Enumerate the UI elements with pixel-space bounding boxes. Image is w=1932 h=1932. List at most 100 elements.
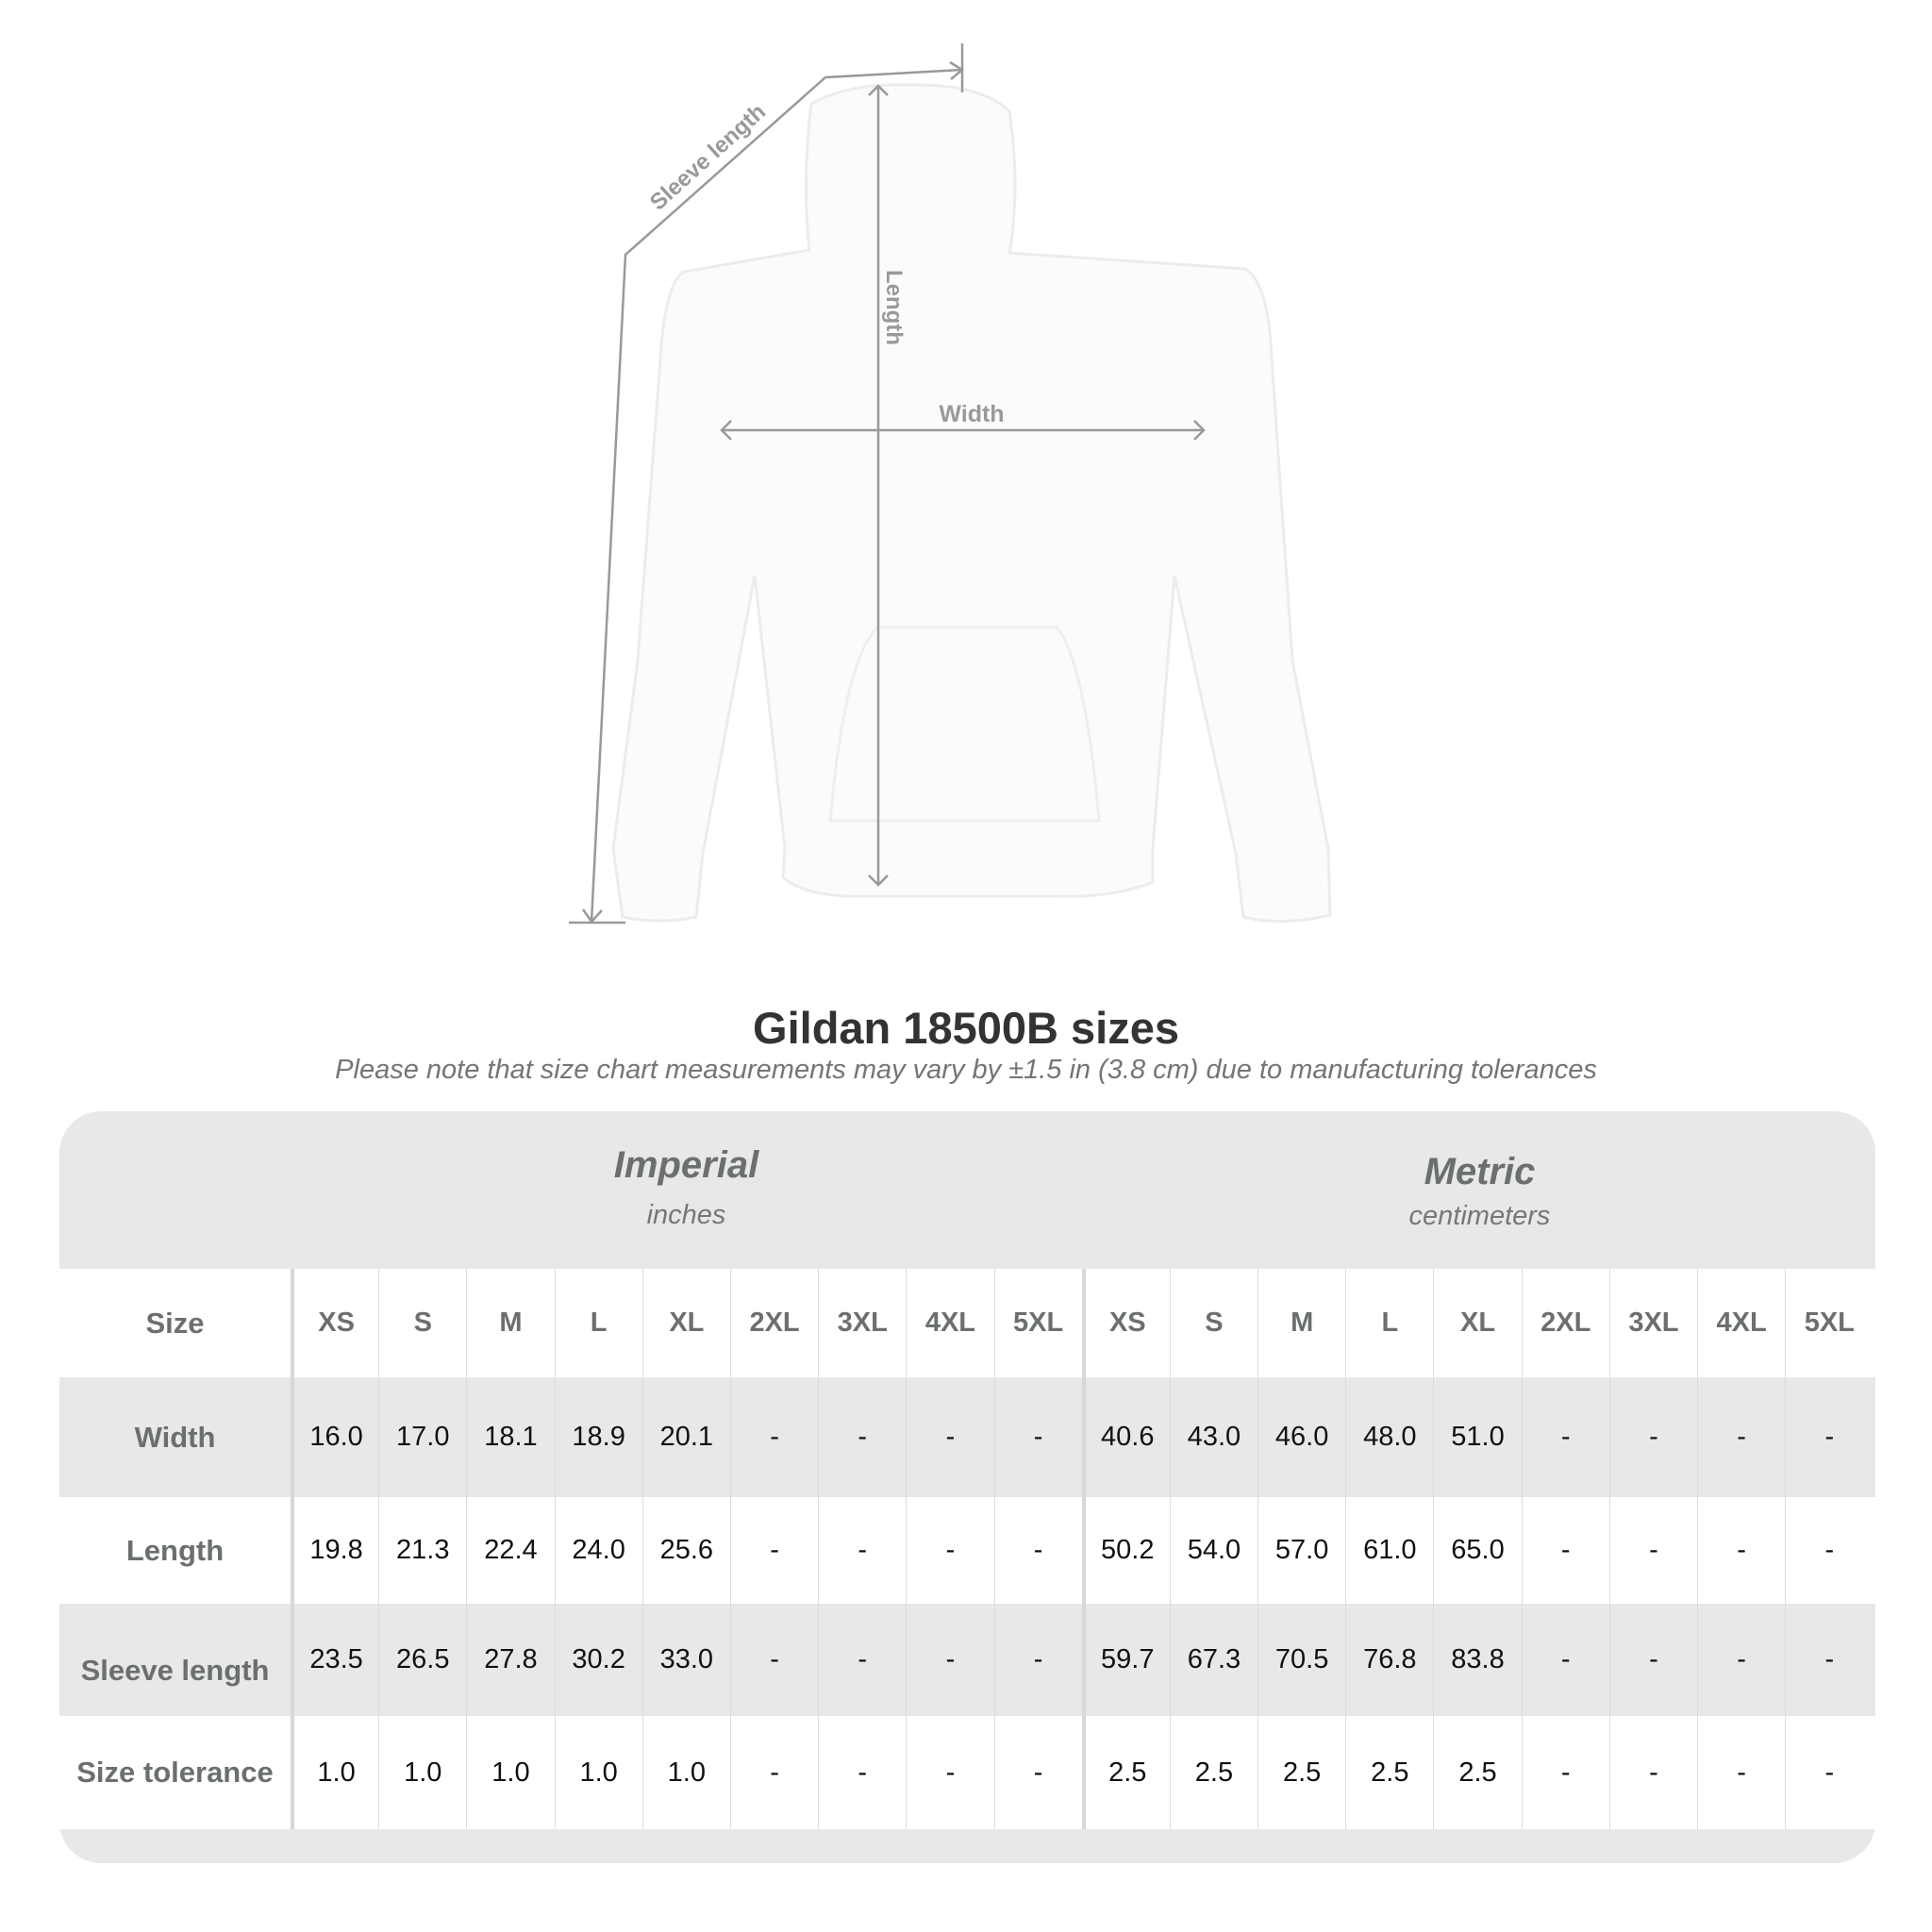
- arrow-head-icon: [868, 874, 889, 887]
- value-cell: -: [906, 1716, 993, 1829]
- imperial-title: Imperial: [613, 1144, 759, 1186]
- value-cell: -: [729, 1497, 818, 1604]
- value-cell: -: [1608, 1497, 1697, 1604]
- value-cell: 1.0: [466, 1716, 554, 1829]
- value-cell: 22.4: [466, 1497, 554, 1604]
- size-header-cell: XL: [1433, 1269, 1521, 1377]
- imperial-unit: inches: [646, 1200, 726, 1230]
- arrow-head-icon: [581, 908, 603, 924]
- hoodie-pocket: [828, 625, 1101, 823]
- size-header-row: Size XS S M L XL 2XL 3XL 4XL 5XL XS S M L XL 2XL 3XL 4XL 5…: [59, 1269, 1875, 1377]
- value-cell: 26.5: [378, 1604, 466, 1716]
- value-cell: -: [1785, 1377, 1873, 1497]
- value-cell: -: [993, 1497, 1082, 1604]
- value-cell: 18.9: [554, 1377, 642, 1497]
- value-cell: 1.0: [641, 1716, 730, 1829]
- value-cell: 2.5: [1169, 1716, 1257, 1829]
- tolerance-note: Please note that size chart measurements…: [335, 1055, 1597, 1085]
- value-cell: 24.0: [554, 1497, 642, 1604]
- page-title: Gildan 18500B sizes: [753, 1003, 1179, 1053]
- row-label: Sleeve length: [80, 1654, 270, 1687]
- value-cell: -: [818, 1604, 906, 1716]
- value-cell: 48.0: [1345, 1377, 1433, 1497]
- size-header-cell: S: [1169, 1269, 1257, 1377]
- value-cell: -: [1697, 1716, 1785, 1829]
- value-cell: 43.0: [1169, 1377, 1257, 1497]
- size-header-cell: 5XL: [1785, 1269, 1873, 1377]
- imperial-header: Imperial inches: [291, 1144, 1082, 1231]
- arrow-head-icon: [868, 84, 889, 96]
- value-cell: 2.5: [1345, 1716, 1433, 1829]
- size-header-cell: L: [1345, 1269, 1433, 1377]
- value-cell: -: [1608, 1377, 1697, 1497]
- value-cell: 70.5: [1257, 1604, 1345, 1716]
- value-cell: 61.0: [1345, 1497, 1433, 1604]
- value-cell: 1.0: [291, 1716, 378, 1829]
- value-cell: -: [818, 1716, 906, 1829]
- value-cell: -: [993, 1604, 1082, 1716]
- value-cell: -: [906, 1604, 993, 1716]
- size-header-cell: 5XL: [993, 1269, 1082, 1377]
- value-cell: -: [1697, 1377, 1785, 1497]
- value-cell: 18.1: [466, 1377, 554, 1497]
- size-header-cell: M: [1257, 1269, 1345, 1377]
- value-cell: 2.5: [1081, 1716, 1170, 1829]
- value-cell: -: [1608, 1604, 1697, 1716]
- size-header-cell: 3XL: [1608, 1269, 1697, 1377]
- size-header-cell: S: [378, 1269, 466, 1377]
- row-label: Size tolerance: [76, 1756, 274, 1789]
- value-cell: -: [1521, 1377, 1609, 1497]
- value-cell: 46.0: [1257, 1377, 1345, 1497]
- value-cell: 65.0: [1433, 1497, 1521, 1604]
- arrow-head-icon: [949, 60, 965, 80]
- value-cell: 20.1: [641, 1377, 730, 1497]
- length-label: Length: [881, 270, 907, 345]
- value-cell: -: [993, 1377, 1082, 1497]
- value-cell: -: [1521, 1497, 1609, 1604]
- value-cell: 19.8: [291, 1497, 378, 1604]
- sleeve-length-label: Sleeve length: [645, 99, 771, 216]
- value-cell: 23.5: [291, 1604, 378, 1716]
- value-cell: -: [729, 1716, 818, 1829]
- value-cell: -: [1608, 1716, 1697, 1829]
- size-header-cell: 2XL: [1521, 1269, 1609, 1377]
- row-label: Length: [125, 1533, 225, 1567]
- value-cell: 51.0: [1433, 1377, 1521, 1497]
- table-row: Sleeve length 23.5 26.5 27.8 30.2 33.0- - - -59.…: [59, 1604, 1875, 1716]
- table-row: Length 19.8 21.3 22.4 24.0 25.6- - - -50.2 54.0 57…: [59, 1497, 1875, 1604]
- value-cell: -: [1697, 1604, 1785, 1716]
- table-row: Size tolerance 1.0 1.0 1.0 1.0 1.0- - - -2.5 2.5 2…: [59, 1716, 1875, 1829]
- value-cell: -: [906, 1377, 993, 1497]
- size-header-cell: XS: [1081, 1269, 1170, 1377]
- value-cell: -: [818, 1497, 906, 1604]
- metric-title: Metric: [1424, 1151, 1536, 1192]
- value-cell: 30.2: [554, 1604, 642, 1716]
- value-cell: 21.3: [378, 1497, 466, 1604]
- value-cell: -: [1785, 1497, 1873, 1604]
- hoodie-measurement-diagram: Sleeve length Length Width: [569, 43, 1332, 924]
- metric-header: Metric centimeters: [1084, 1151, 1875, 1232]
- size-header-cell: XL: [641, 1269, 730, 1377]
- value-cell: 2.5: [1257, 1716, 1345, 1829]
- value-cell: 83.8: [1433, 1604, 1521, 1716]
- value-cell: 67.3: [1169, 1604, 1257, 1716]
- value-cell: 16.0: [291, 1377, 378, 1497]
- arrow-head-icon: [720, 420, 732, 441]
- width-label: Width: [939, 401, 1004, 427]
- size-table: Imperial inches Metric centimeters Size X…: [59, 1111, 1875, 1863]
- hoodie-illustration: [611, 83, 1332, 923]
- value-cell: -: [729, 1604, 818, 1716]
- metric-unit: centimeters: [1408, 1201, 1551, 1231]
- size-header-cell: 4XL: [906, 1269, 993, 1377]
- value-cell: 54.0: [1169, 1497, 1257, 1604]
- value-cell: 17.0: [378, 1377, 466, 1497]
- value-cell: 25.6: [641, 1497, 730, 1604]
- value-cell: -: [1521, 1716, 1609, 1829]
- size-header-cell: 2XL: [729, 1269, 818, 1377]
- value-cell: 2.5: [1433, 1716, 1521, 1829]
- value-cell: 33.0: [641, 1604, 730, 1716]
- value-cell: 76.8: [1345, 1604, 1433, 1716]
- row-label: Width: [134, 1420, 216, 1454]
- value-cell: 57.0: [1257, 1497, 1345, 1604]
- sleeve-length-line: [590, 68, 963, 923]
